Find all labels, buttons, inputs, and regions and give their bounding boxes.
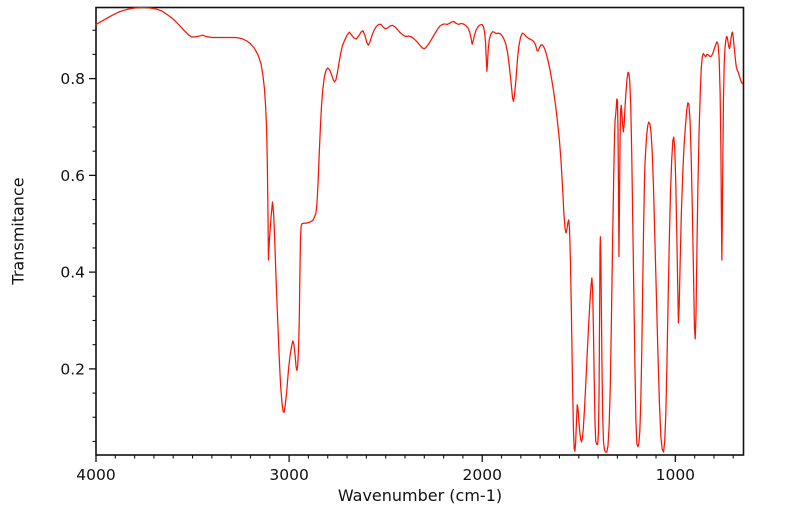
y-axis-label: Transmitance [8, 177, 28, 285]
spectrum-line [95, 6, 744, 453]
y-tick-label: 0.4 [60, 264, 85, 282]
y-tick-label: 0.6 [60, 167, 85, 185]
x-tick-label: 1000 [656, 466, 695, 484]
y-tick-label: 0.8 [60, 70, 85, 88]
x-axis-label: Wavenumber (cm-1) [337, 486, 503, 505]
plot-frame [95, 6, 745, 456]
x-tick-label: 4000 [76, 466, 115, 484]
y-tick-label: 0.2 [60, 360, 85, 378]
x-tick-label: 2000 [462, 466, 501, 484]
x-tick-label: 3000 [269, 466, 308, 484]
